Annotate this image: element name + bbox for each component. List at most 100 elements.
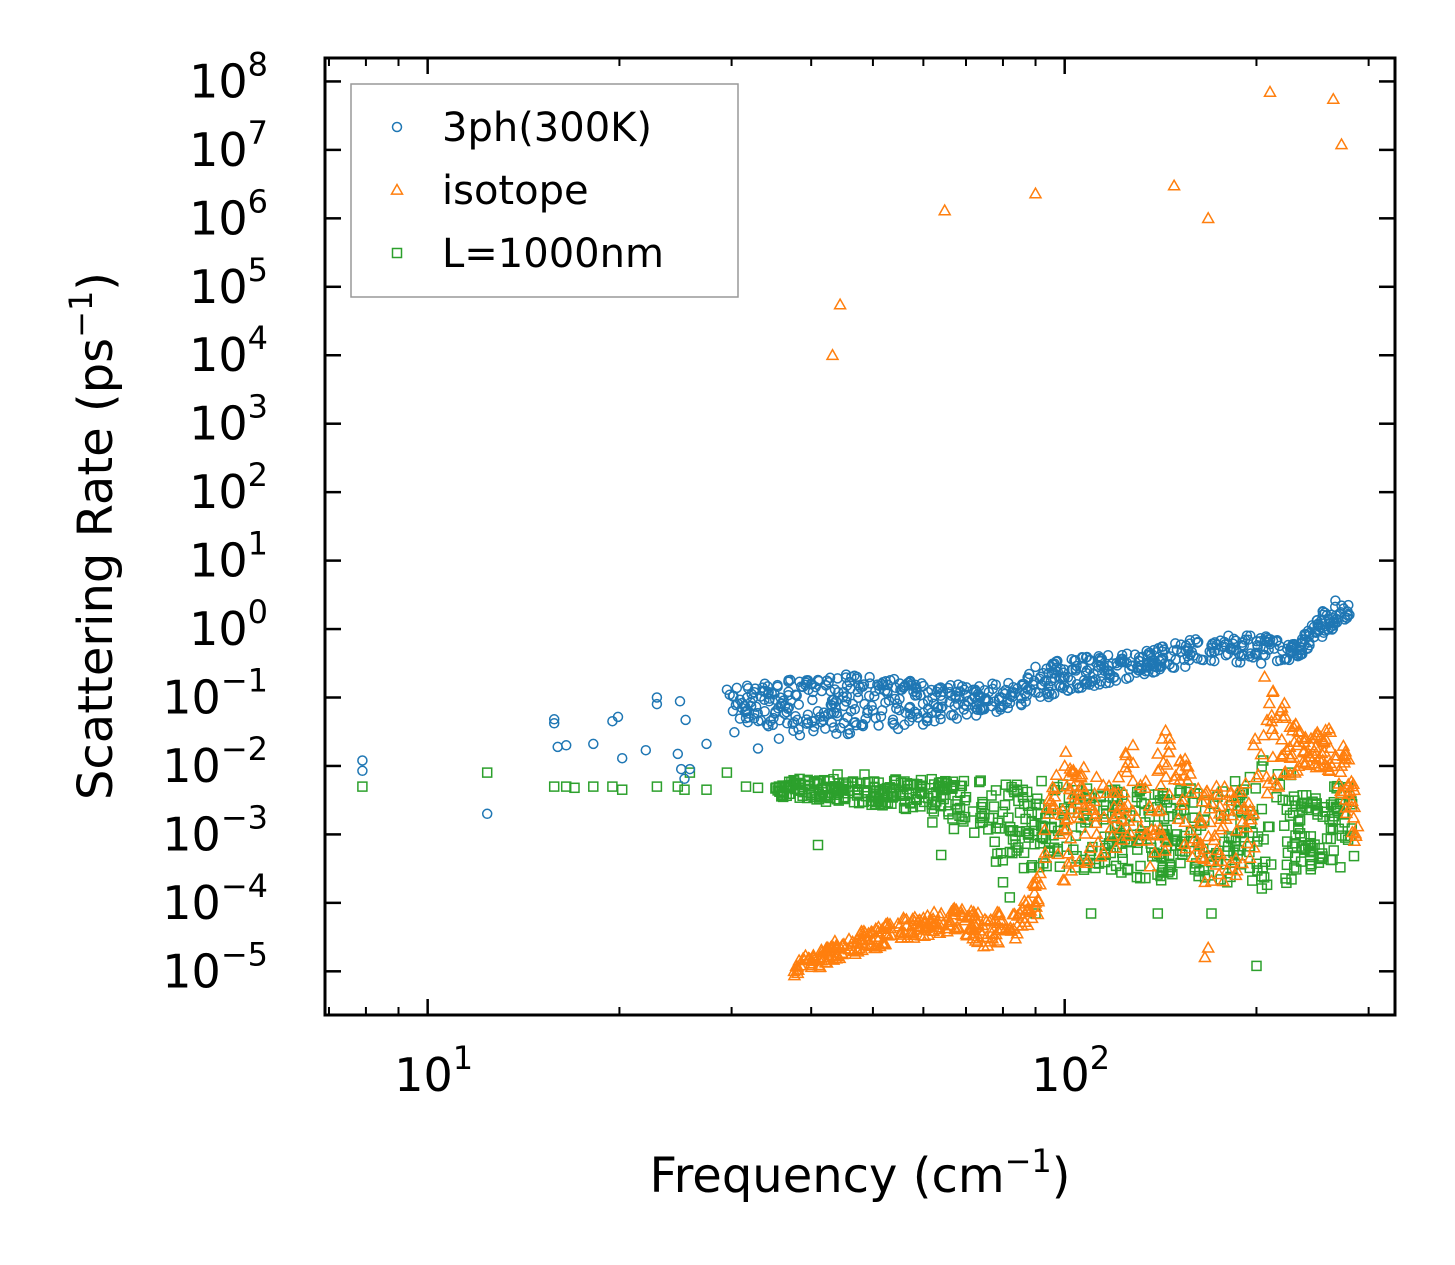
triangle-marker: [1160, 757, 1174, 770]
triangle-marker: [1094, 849, 1108, 862]
square-marker: [1152, 908, 1164, 919]
square-marker: [1026, 860, 1038, 871]
circle-marker: [701, 738, 712, 750]
triangle-marker: [1065, 801, 1079, 814]
triangle-marker: [875, 936, 890, 949]
square-marker: [898, 802, 910, 814]
triangle-marker: [1070, 796, 1084, 809]
legend-entry: 3ph(300K): [391, 105, 652, 151]
square-marker: [1026, 816, 1037, 828]
square-marker: [1095, 790, 1106, 801]
square-marker: [935, 849, 947, 861]
triangle-marker: [1118, 745, 1133, 758]
circle-marker: [1045, 675, 1057, 687]
circle-marker: [1313, 625, 1324, 637]
legend-square-marker: [391, 247, 403, 259]
circle-marker: [732, 698, 744, 709]
square-marker: [357, 781, 368, 792]
triangle-marker: [985, 931, 1000, 944]
triangle-marker: [1132, 833, 1146, 846]
circle-marker: [731, 682, 743, 694]
triangle-marker: [1222, 793, 1237, 806]
triangle-marker: [1328, 748, 1343, 761]
circle-marker: [1255, 658, 1267, 669]
square-marker: [822, 781, 833, 793]
triangle-marker: [1016, 910, 1030, 923]
triangle-marker: [955, 902, 969, 915]
circle-marker: [1231, 644, 1242, 655]
y-tick-label: 105: [189, 251, 268, 314]
square-marker: [997, 806, 1009, 818]
circle-marker: [931, 702, 943, 714]
triangle-marker: [1271, 779, 1286, 792]
triangle-marker: [927, 905, 941, 918]
triangle-marker: [1069, 767, 1084, 780]
circle-marker: [1002, 702, 1014, 714]
circle-marker: [1083, 654, 1095, 666]
square-marker: [481, 767, 493, 778]
square-marker: [923, 792, 934, 804]
circle-marker: [801, 718, 813, 730]
circle-marker: [803, 684, 814, 695]
triangle-marker: [1100, 786, 1114, 799]
triangle-marker: [1261, 776, 1275, 789]
square-marker: [672, 781, 684, 792]
y-tick-label: 101: [189, 525, 268, 588]
triangle-marker: [1025, 911, 1039, 924]
circle-marker: [1304, 637, 1315, 648]
triangle-marker: [970, 916, 985, 929]
circle-marker: [1110, 675, 1122, 686]
triangle-marker: [1028, 186, 1043, 199]
square-marker: [1290, 830, 1301, 841]
triangle-marker: [1063, 831, 1078, 844]
circle-marker: [904, 715, 915, 727]
triangle-marker: [1188, 831, 1202, 844]
square-marker: [1277, 794, 1289, 806]
triangle-marker: [971, 929, 985, 942]
circle-marker: [752, 707, 763, 719]
triangle-marker: [1247, 840, 1261, 853]
triangle-marker: [825, 348, 840, 361]
triangle-marker: [1073, 810, 1087, 823]
triangle-marker: [1051, 847, 1065, 860]
triangle-marker: [943, 918, 957, 931]
circle-marker: [1095, 676, 1107, 687]
triangle-marker: [1117, 800, 1132, 813]
triangle-marker: [790, 966, 805, 979]
triangle-marker: [1087, 786, 1102, 799]
triangle-marker: [1209, 857, 1223, 870]
circle-marker: [1093, 661, 1104, 673]
square-marker: [1155, 870, 1166, 882]
square-marker: [1018, 862, 1030, 874]
triangle-marker: [1153, 822, 1167, 835]
triangle-marker: [942, 913, 957, 926]
square-marker: [888, 775, 900, 787]
triangle-marker: [1306, 731, 1321, 744]
triangle-marker: [1213, 787, 1227, 800]
square-marker: [911, 778, 923, 790]
triangle-marker: [843, 939, 858, 952]
circle-marker: [887, 717, 898, 728]
circle-marker: [852, 692, 864, 703]
y-tick-label: 102: [189, 456, 268, 519]
circle-marker: [896, 684, 908, 695]
triangle-marker: [1114, 821, 1129, 834]
circle-marker: [778, 695, 789, 706]
triangle-marker: [1118, 760, 1133, 773]
circle-marker: [991, 706, 1002, 718]
square-marker: [890, 775, 901, 786]
triangle-marker: [937, 203, 952, 216]
square-marker: [852, 784, 863, 795]
circle-marker: [1129, 649, 1141, 660]
triangle-marker: [1345, 779, 1360, 792]
circle-marker: [684, 763, 696, 775]
circle-marker: [1295, 648, 1307, 660]
triangle-marker: [913, 920, 928, 933]
triangle-marker: [1265, 722, 1279, 734]
triangle-marker: [1077, 798, 1092, 811]
circle-marker: [952, 698, 964, 710]
circle-marker: [1055, 681, 1066, 693]
circle-marker: [1003, 677, 1014, 689]
square-marker: [838, 787, 850, 799]
circle-marker: [987, 678, 998, 690]
